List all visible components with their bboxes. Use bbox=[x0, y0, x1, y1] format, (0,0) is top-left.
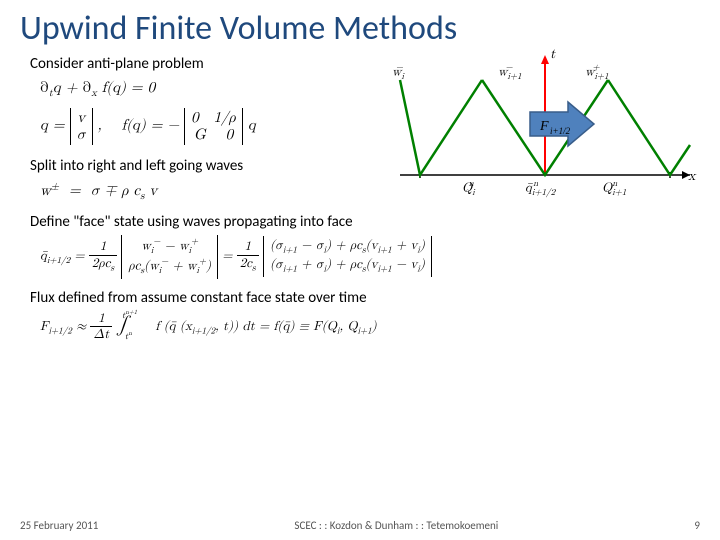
flux-label-sub: i+1/2 bbox=[550, 126, 571, 136]
x-label: x bbox=[688, 168, 695, 185]
paragraph-flux-definition: Flux defined from assume constant face s… bbox=[0, 287, 720, 309]
wave-diagram: F i+1/2 t x wi− wi+1− wi+1+ Qin q̄i+1/2n… bbox=[390, 50, 700, 200]
qbar-label: q̄i+1/2n bbox=[525, 178, 538, 198]
slide-footer: 25 February 2011 SCEC : : Kozdon & Dunha… bbox=[0, 519, 720, 532]
footer-page-number: 9 bbox=[694, 519, 700, 532]
slide-title: Upwind Finite Volume Methods bbox=[0, 0, 720, 53]
flux-label: F bbox=[539, 119, 549, 134]
t-label: t bbox=[550, 46, 555, 63]
footer-center: SCEC : : Kozdon & Dunham : : Tetemokoeme… bbox=[294, 519, 498, 532]
t-axis-arrowhead bbox=[541, 55, 549, 64]
Qi-label: Qin bbox=[462, 178, 474, 198]
footer-date: 25 February 2011 bbox=[20, 519, 98, 532]
paragraph-face-state: Define "face" state using waves propagat… bbox=[0, 211, 720, 233]
wip1-plus-label: wi+1+ bbox=[585, 62, 600, 82]
wi-minus-label: wi− bbox=[392, 62, 403, 82]
eq-flux-integral: Fi+1/2 ≈ 1Δt ∫tntn+1 f (q̄ (xi+1/2, t)) … bbox=[0, 309, 720, 345]
wave-right-cell bbox=[608, 80, 690, 175]
wave-left-cell bbox=[400, 80, 482, 175]
Qip1-label: Qi+1n bbox=[602, 178, 617, 198]
wip1-minus-label: wi+1− bbox=[498, 62, 513, 82]
eq-face-state: q̄i+1/2 = 12ρcs wi− − wi+ ρcs(wi− + wi+)… bbox=[0, 233, 720, 281]
diagram-svg: F i+1/2 bbox=[390, 50, 700, 200]
